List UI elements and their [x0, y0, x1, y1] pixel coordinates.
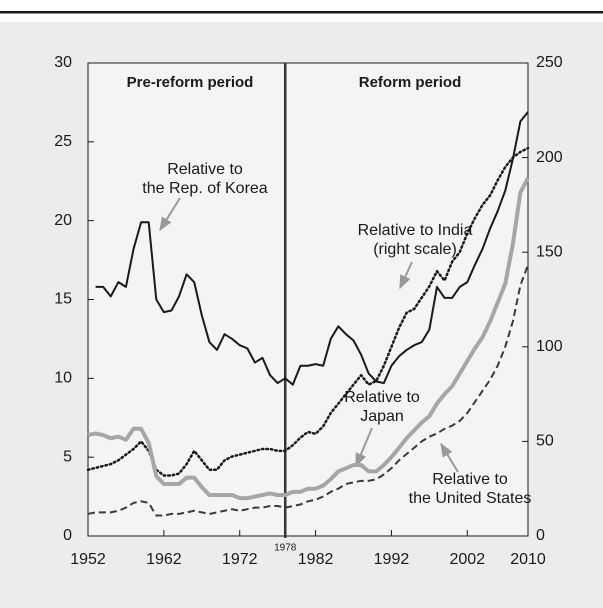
series-label: the Rep. of Korea: [142, 180, 268, 197]
x-tick-label: 1952: [70, 551, 106, 568]
y2-tick-label: 150: [536, 243, 563, 260]
series-label: Japan: [360, 408, 404, 425]
series-label: Relative to: [344, 389, 420, 406]
y-tick-label: 20: [54, 212, 72, 229]
y2-tick-label: 250: [536, 54, 563, 71]
series-line: [87, 264, 529, 517]
x-tick-label: 1962: [146, 551, 182, 568]
period-label: Pre-reform period: [127, 74, 254, 91]
y2-tick-label: 0: [536, 527, 545, 544]
period-label: Reform period: [359, 74, 462, 91]
y2-tick-label: 50: [536, 433, 554, 450]
annotation-arrow: [440, 442, 459, 473]
y-tick-label: 0: [63, 527, 72, 544]
series-label: the United States: [409, 490, 532, 507]
y2-tick-label: 100: [536, 338, 563, 355]
series-line: [86, 146, 530, 477]
reform-year-label: 1978: [274, 543, 297, 554]
series-label: Relative to: [167, 161, 243, 178]
series-line: [87, 177, 530, 501]
series-label: (right scale): [373, 241, 457, 258]
plot-area: [87, 62, 529, 537]
top-rule: [0, 11, 603, 14]
x-tick-label: 2010: [510, 551, 546, 568]
y-tick-label: 15: [54, 291, 72, 308]
series-label: Relative to India: [358, 222, 473, 239]
y2-tick-label: 200: [536, 149, 563, 166]
annotation-arrow: [399, 261, 413, 290]
y-tick-label: 5: [63, 448, 72, 465]
x-tick-label: 1982: [298, 551, 334, 568]
series-label: Relative to: [432, 471, 508, 488]
series-line: [95, 111, 529, 386]
y-tick-label: 25: [54, 133, 72, 150]
annotation-arrow: [355, 427, 373, 468]
x-tick-label: 1972: [222, 551, 258, 568]
x-tick-label: 2002: [450, 551, 486, 568]
y-tick-label: 30: [54, 54, 72, 71]
annotation-arrow: [159, 197, 181, 232]
x-tick-label: 1992: [374, 551, 410, 568]
y-tick-label: 10: [54, 370, 72, 387]
